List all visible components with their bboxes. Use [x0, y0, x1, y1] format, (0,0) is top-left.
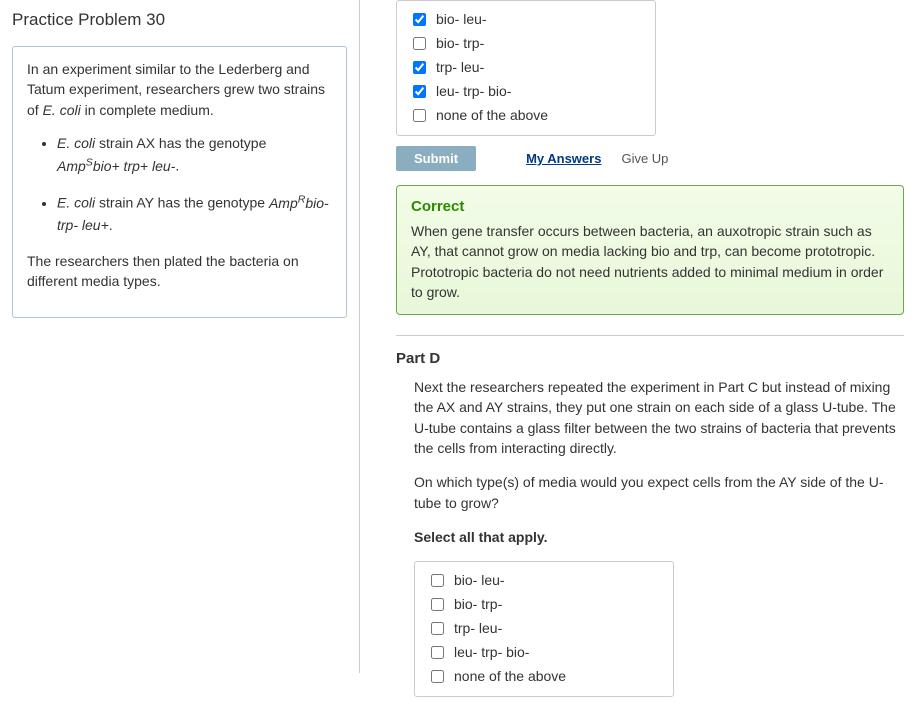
partc-option-label: none of the above [436, 107, 548, 123]
partc-option-label: bio- leu- [436, 11, 487, 27]
partc-checkbox[interactable] [413, 109, 426, 122]
partc-option-row: leu- trp- bio- [397, 79, 655, 103]
partc-option-row: trp- leu- [397, 55, 655, 79]
problem-description-box: In an experiment similar to the Lederber… [12, 46, 347, 318]
partd-option-label: bio- leu- [454, 572, 505, 588]
submit-button[interactable]: Submit [396, 146, 476, 171]
feedback-text: When gene transfer occurs between bacter… [411, 221, 889, 302]
partd-para2: On which type(s) of media would you expe… [414, 472, 904, 513]
strain-ax: E. coli strain AX has the genotype AmpSb… [57, 132, 332, 177]
partd-label: Part D [396, 350, 904, 367]
my-answers-link[interactable]: My Answers [526, 151, 601, 166]
partd-para1: Next the researchers repeated the experi… [414, 377, 904, 458]
right-panel: bio- leu-bio- trp-trp- leu-leu- trp- bio… [360, 0, 916, 727]
partc-option-label: trp- leu- [436, 59, 484, 75]
partc-checkbox[interactable] [413, 85, 426, 98]
partd-checkbox[interactable] [431, 670, 444, 683]
partd-answer-box: bio- leu-bio- trp-trp- leu-leu- trp- bio… [414, 561, 674, 697]
partc-checkbox[interactable] [413, 37, 426, 50]
partd-option-row: trp- leu- [415, 616, 673, 640]
partc-button-row: Submit My Answers Give Up [396, 146, 904, 171]
intro-paragraph: In an experiment similar to the Lederber… [27, 59, 332, 120]
left-panel: Practice Problem 30 In an experiment sim… [0, 0, 360, 673]
partd-option-label: leu- trp- bio- [454, 644, 529, 660]
partc-checkbox[interactable] [413, 61, 426, 74]
followup-paragraph: The researchers then plated the bacteria… [27, 251, 332, 292]
partd-option-row: bio- leu- [415, 568, 673, 592]
partc-option-row: none of the above [397, 103, 655, 127]
partd-checkbox[interactable] [431, 574, 444, 587]
problem-title: Practice Problem 30 [12, 10, 347, 30]
feedback-box: Correct When gene transfer occurs betwee… [396, 185, 904, 315]
partc-option-label: bio- trp- [436, 35, 484, 51]
partc-option-row: bio- leu- [397, 7, 655, 31]
strain-list: E. coli strain AX has the genotype AmpSb… [27, 132, 332, 237]
partd-instruction: Select all that apply. [414, 527, 904, 547]
partc-option-row: bio- trp- [397, 31, 655, 55]
partd-option-label: none of the above [454, 668, 566, 684]
partd-option-row: leu- trp- bio- [415, 640, 673, 664]
strain-ay: E. coli strain AY has the genotype AmpRb… [57, 191, 332, 236]
partd-option-label: trp- leu- [454, 620, 502, 636]
partc-option-label: leu- trp- bio- [436, 83, 511, 99]
partc-answer-box: bio- leu-bio- trp-trp- leu-leu- trp- bio… [396, 0, 656, 136]
partd-option-row: none of the above [415, 664, 673, 688]
partd-option-row: bio- trp- [415, 592, 673, 616]
partd-option-label: bio- trp- [454, 596, 502, 612]
partd-body: Next the researchers repeated the experi… [396, 377, 904, 697]
partd-checkbox[interactable] [431, 598, 444, 611]
feedback-title: Correct [411, 198, 889, 215]
partd-checkbox[interactable] [431, 646, 444, 659]
section-divider [396, 335, 904, 336]
partd-checkbox[interactable] [431, 622, 444, 635]
give-up-link[interactable]: Give Up [621, 151, 668, 166]
partc-checkbox[interactable] [413, 13, 426, 26]
